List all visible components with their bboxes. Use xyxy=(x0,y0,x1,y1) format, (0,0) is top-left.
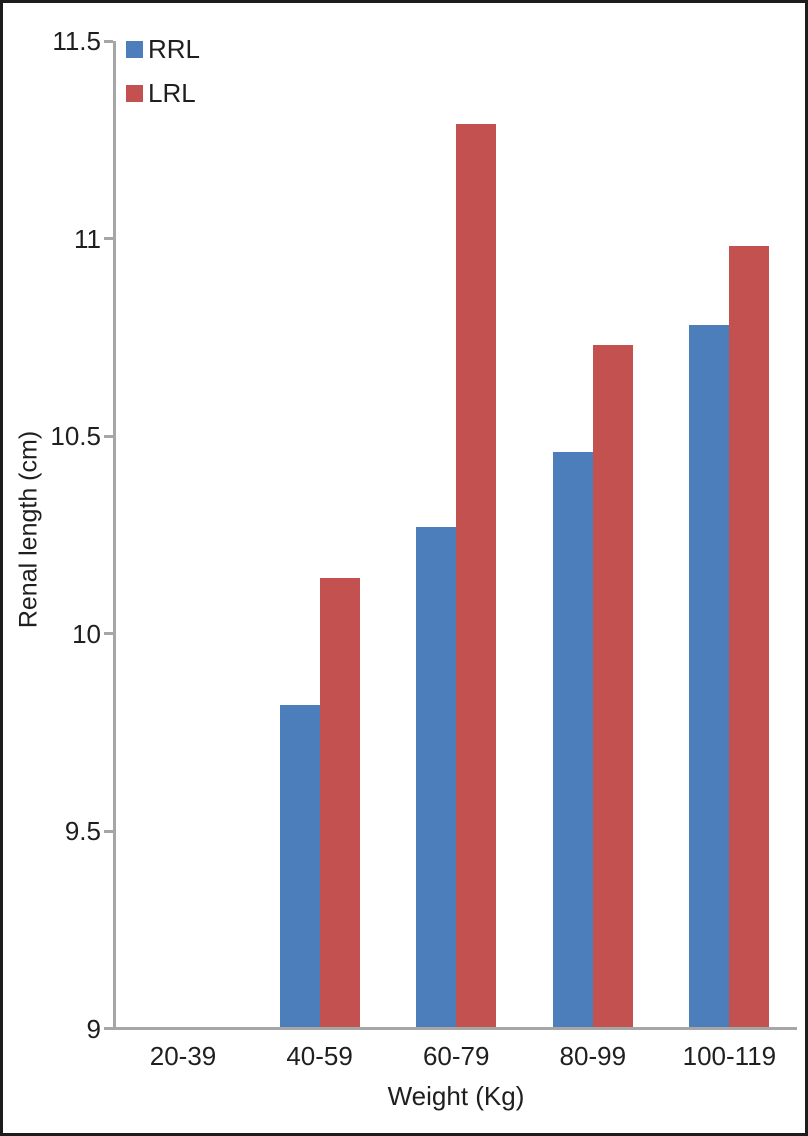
y-tick-label: 9.5 xyxy=(64,816,101,846)
y-tick-mark xyxy=(104,632,113,635)
bar-rrl-40-59 xyxy=(279,704,320,1027)
y-tick-mark xyxy=(104,434,113,438)
legend-swatch-rrl xyxy=(126,41,143,58)
legend-label-lrl: LRL xyxy=(148,78,196,108)
y-tick-label: 11 xyxy=(74,223,101,254)
y-tick-label: 9 xyxy=(86,1013,101,1044)
bar-rrl-80-99 xyxy=(552,451,593,1027)
x-category-label: 100-119 xyxy=(682,1041,777,1071)
legend: RRL LRL xyxy=(126,34,200,122)
bar-lrl-80-99 xyxy=(592,345,633,1027)
y-tick-mark xyxy=(104,237,113,240)
y-tick-mark xyxy=(104,1027,113,1030)
bar-rrl-100-119 xyxy=(689,325,730,1027)
bar-rrl-60-79 xyxy=(416,526,457,1027)
x-axis-line xyxy=(107,1027,797,1030)
x-category-label: 20-39 xyxy=(149,1041,217,1071)
x-category-label: 80-99 xyxy=(559,1041,627,1071)
y-axis-line xyxy=(113,41,116,1029)
y-tick-mark xyxy=(104,39,113,43)
bar-lrl-40-59 xyxy=(319,578,360,1027)
y-tick-label: 10.5 xyxy=(50,421,101,451)
y-tick-label: 10 xyxy=(72,618,101,649)
x-category-label: 60-79 xyxy=(422,1041,490,1071)
legend-item-lrl: LRL xyxy=(126,78,200,109)
y-tick-mark xyxy=(104,829,113,833)
legend-swatch-lrl xyxy=(126,85,143,102)
legend-label-rrl: RRL xyxy=(148,34,201,64)
y-axis-title: Renal length (cm) xyxy=(14,430,43,629)
y-tick-label: 11.5 xyxy=(52,26,101,56)
legend-item-rrl: RRL xyxy=(126,34,200,65)
bar-lrl-60-79 xyxy=(456,123,497,1027)
x-category-label: 40-59 xyxy=(286,1041,353,1071)
bar-lrl-100-119 xyxy=(729,246,770,1027)
x-axis-title: Weight (Kg) xyxy=(387,1081,525,1111)
